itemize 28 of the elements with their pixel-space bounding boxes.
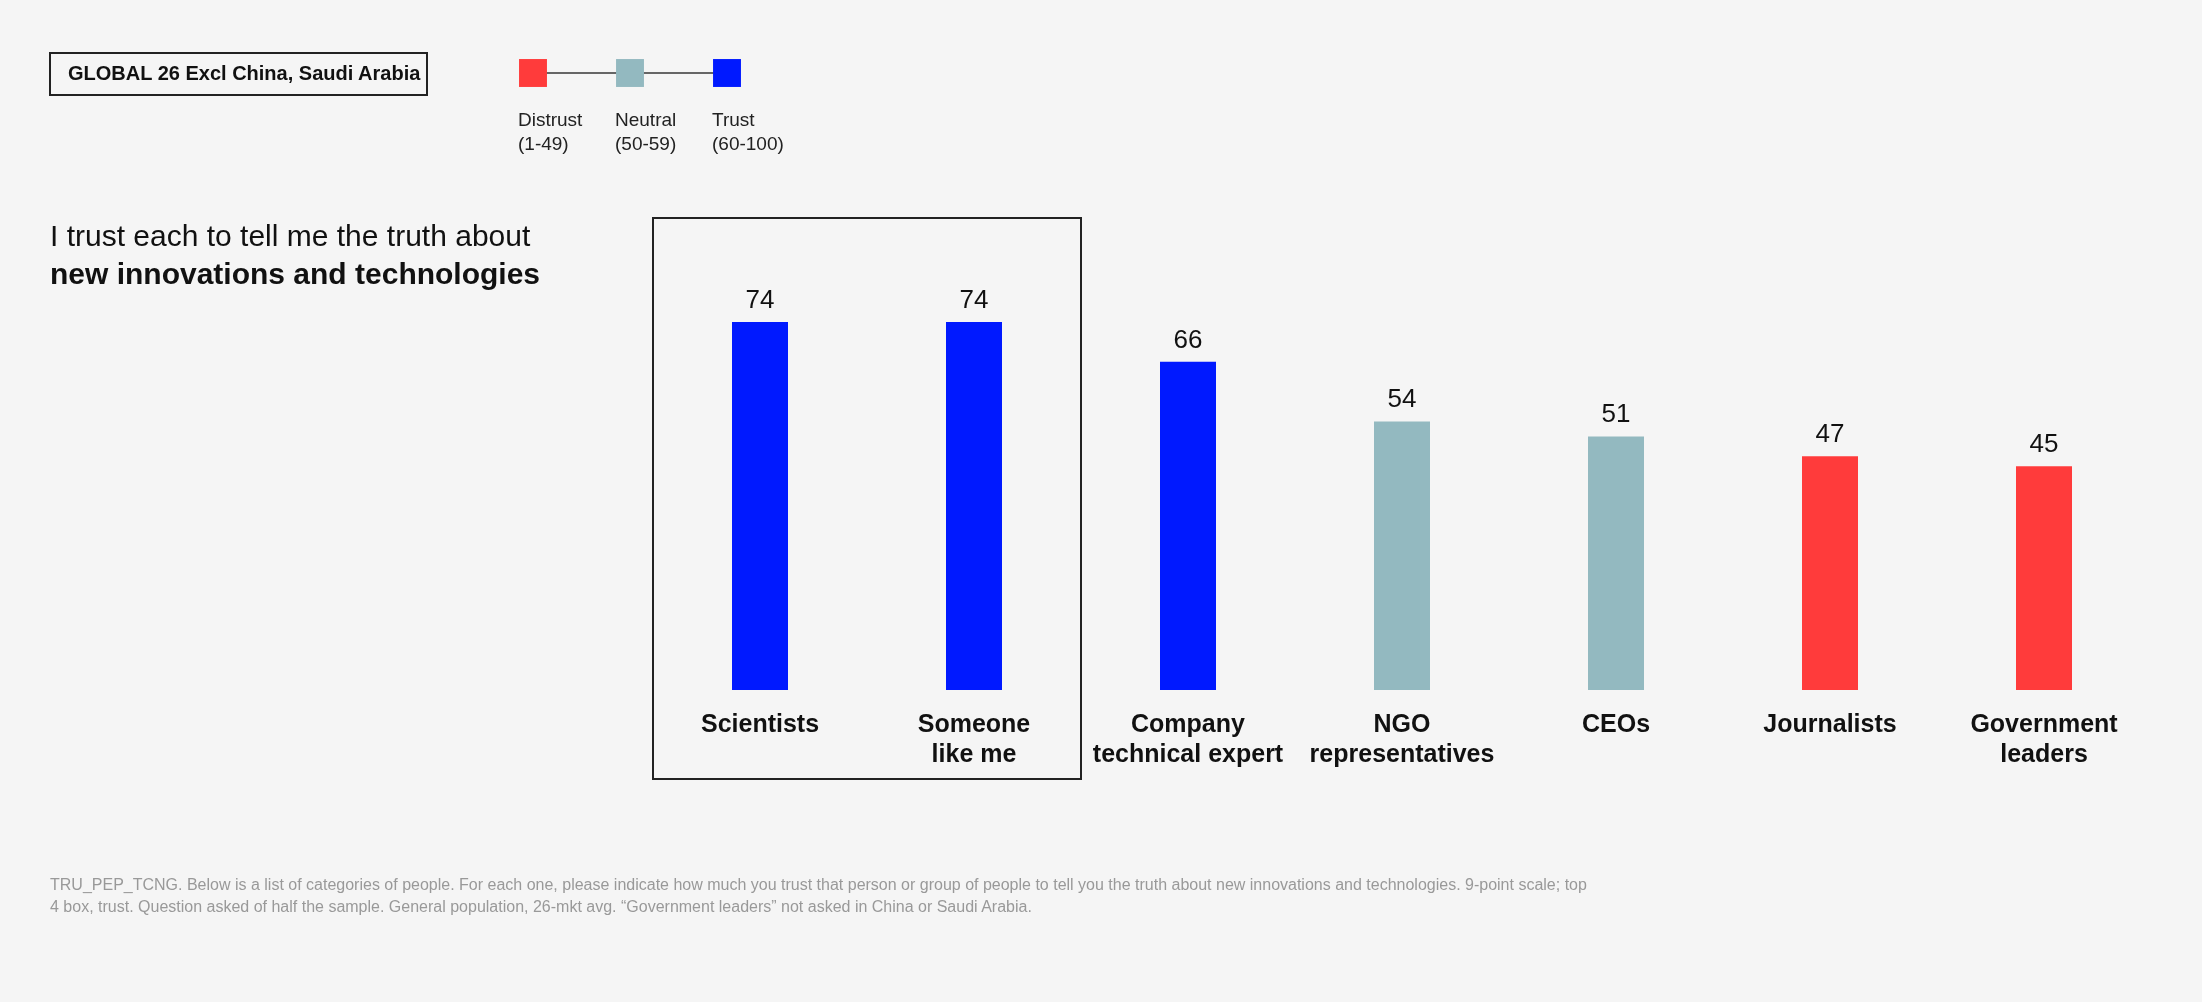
bar — [732, 322, 788, 690]
x-tick-label: Company technical expert — [1092, 709, 1284, 767]
data-label: 74 — [745, 284, 775, 314]
bar — [2016, 466, 2072, 690]
data-label: 51 — [1601, 398, 1631, 429]
x-tick-label: Government leaders — [1970, 709, 2119, 767]
bar — [1588, 436, 1644, 690]
legend-label: Distrust (1-49) — [518, 109, 584, 154]
legend-label: Neutral (50-59) — [615, 109, 677, 154]
bar — [1160, 361, 1216, 690]
data-label: 47 — [1815, 418, 1845, 449]
data-label: 45 — [2029, 428, 2059, 459]
data-label: 74 — [959, 284, 989, 314]
text: new innovations and technologies — [50, 257, 541, 290]
text: I trust each to tell me the truth about — [50, 219, 531, 252]
data-label: 54 — [1387, 383, 1417, 414]
x-tick-label: Journalists — [1763, 709, 1897, 737]
x-tick-label: Scientists — [700, 709, 820, 737]
text: TRU_PEP_TCNG. Below is a list of categories of people. For each one, please indicate how much you trust that person or group of people to tell you the truth about new innovations and technologies. 9-point scale; top 4 box, trust. Question asked of half the sample. General population, 26-mkt avg. “Government leaders” not asked in China or Saudi Arabia. — [50, 876, 1587, 915]
bar — [1374, 421, 1430, 690]
bar — [946, 322, 1002, 690]
text: GLOBAL 26 Excl China, Saudi Arabia — [68, 62, 422, 84]
bar — [1802, 456, 1858, 690]
x-tick-label: Someone like me — [917, 709, 1031, 767]
legend-label: Trust (60-100) — [712, 109, 784, 154]
x-tick-label: NGO representatives — [1309, 709, 1495, 767]
x-tick-label: CEOs — [1581, 709, 1651, 737]
data-label: 66 — [1173, 323, 1203, 354]
